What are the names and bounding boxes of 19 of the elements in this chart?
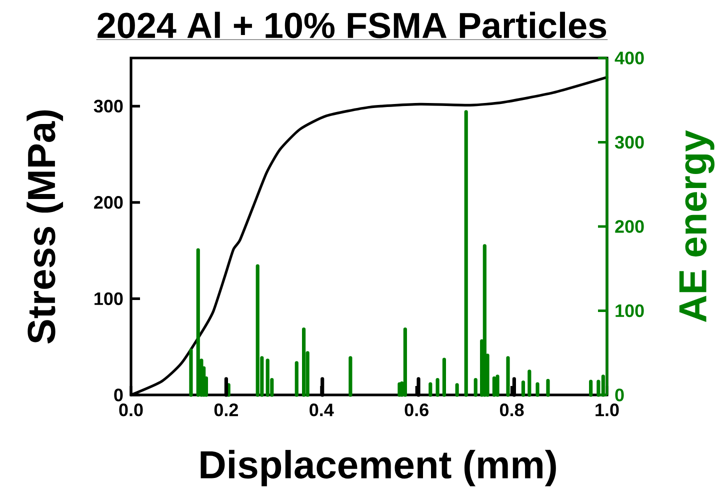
x-tick-label: 0.2 <box>214 404 238 416</box>
y2-tick-label: 0 <box>615 388 624 402</box>
x-tick-label: 0.0 <box>119 404 143 416</box>
y2-tick-label: 200 <box>615 220 644 233</box>
y2-tick-label: 100 <box>616 304 644 318</box>
y-tick-label: 100 <box>94 292 123 306</box>
x-tick-label: 0.6 <box>404 404 428 416</box>
y-tick-label: 200 <box>94 196 123 209</box>
chart-title: 2024 Al + 10% FSMA Particles <box>98 12 606 38</box>
y2-tick-label: 400 <box>614 52 644 64</box>
x-tick-label: 1.0 <box>596 404 619 416</box>
y2-tick-label: 300 <box>614 136 644 149</box>
x-tick-label: 0.8 <box>500 404 524 416</box>
x-axis-title: Displacement (mm) <box>200 450 556 486</box>
y-tick-label: 300 <box>94 100 123 113</box>
y-axis-title: Stress (MPa) <box>26 110 64 344</box>
x-tick-label: 0.4 <box>310 404 334 416</box>
y-tick-label: 0 <box>114 388 123 402</box>
y2-axis-title: AE energy <box>679 130 715 322</box>
